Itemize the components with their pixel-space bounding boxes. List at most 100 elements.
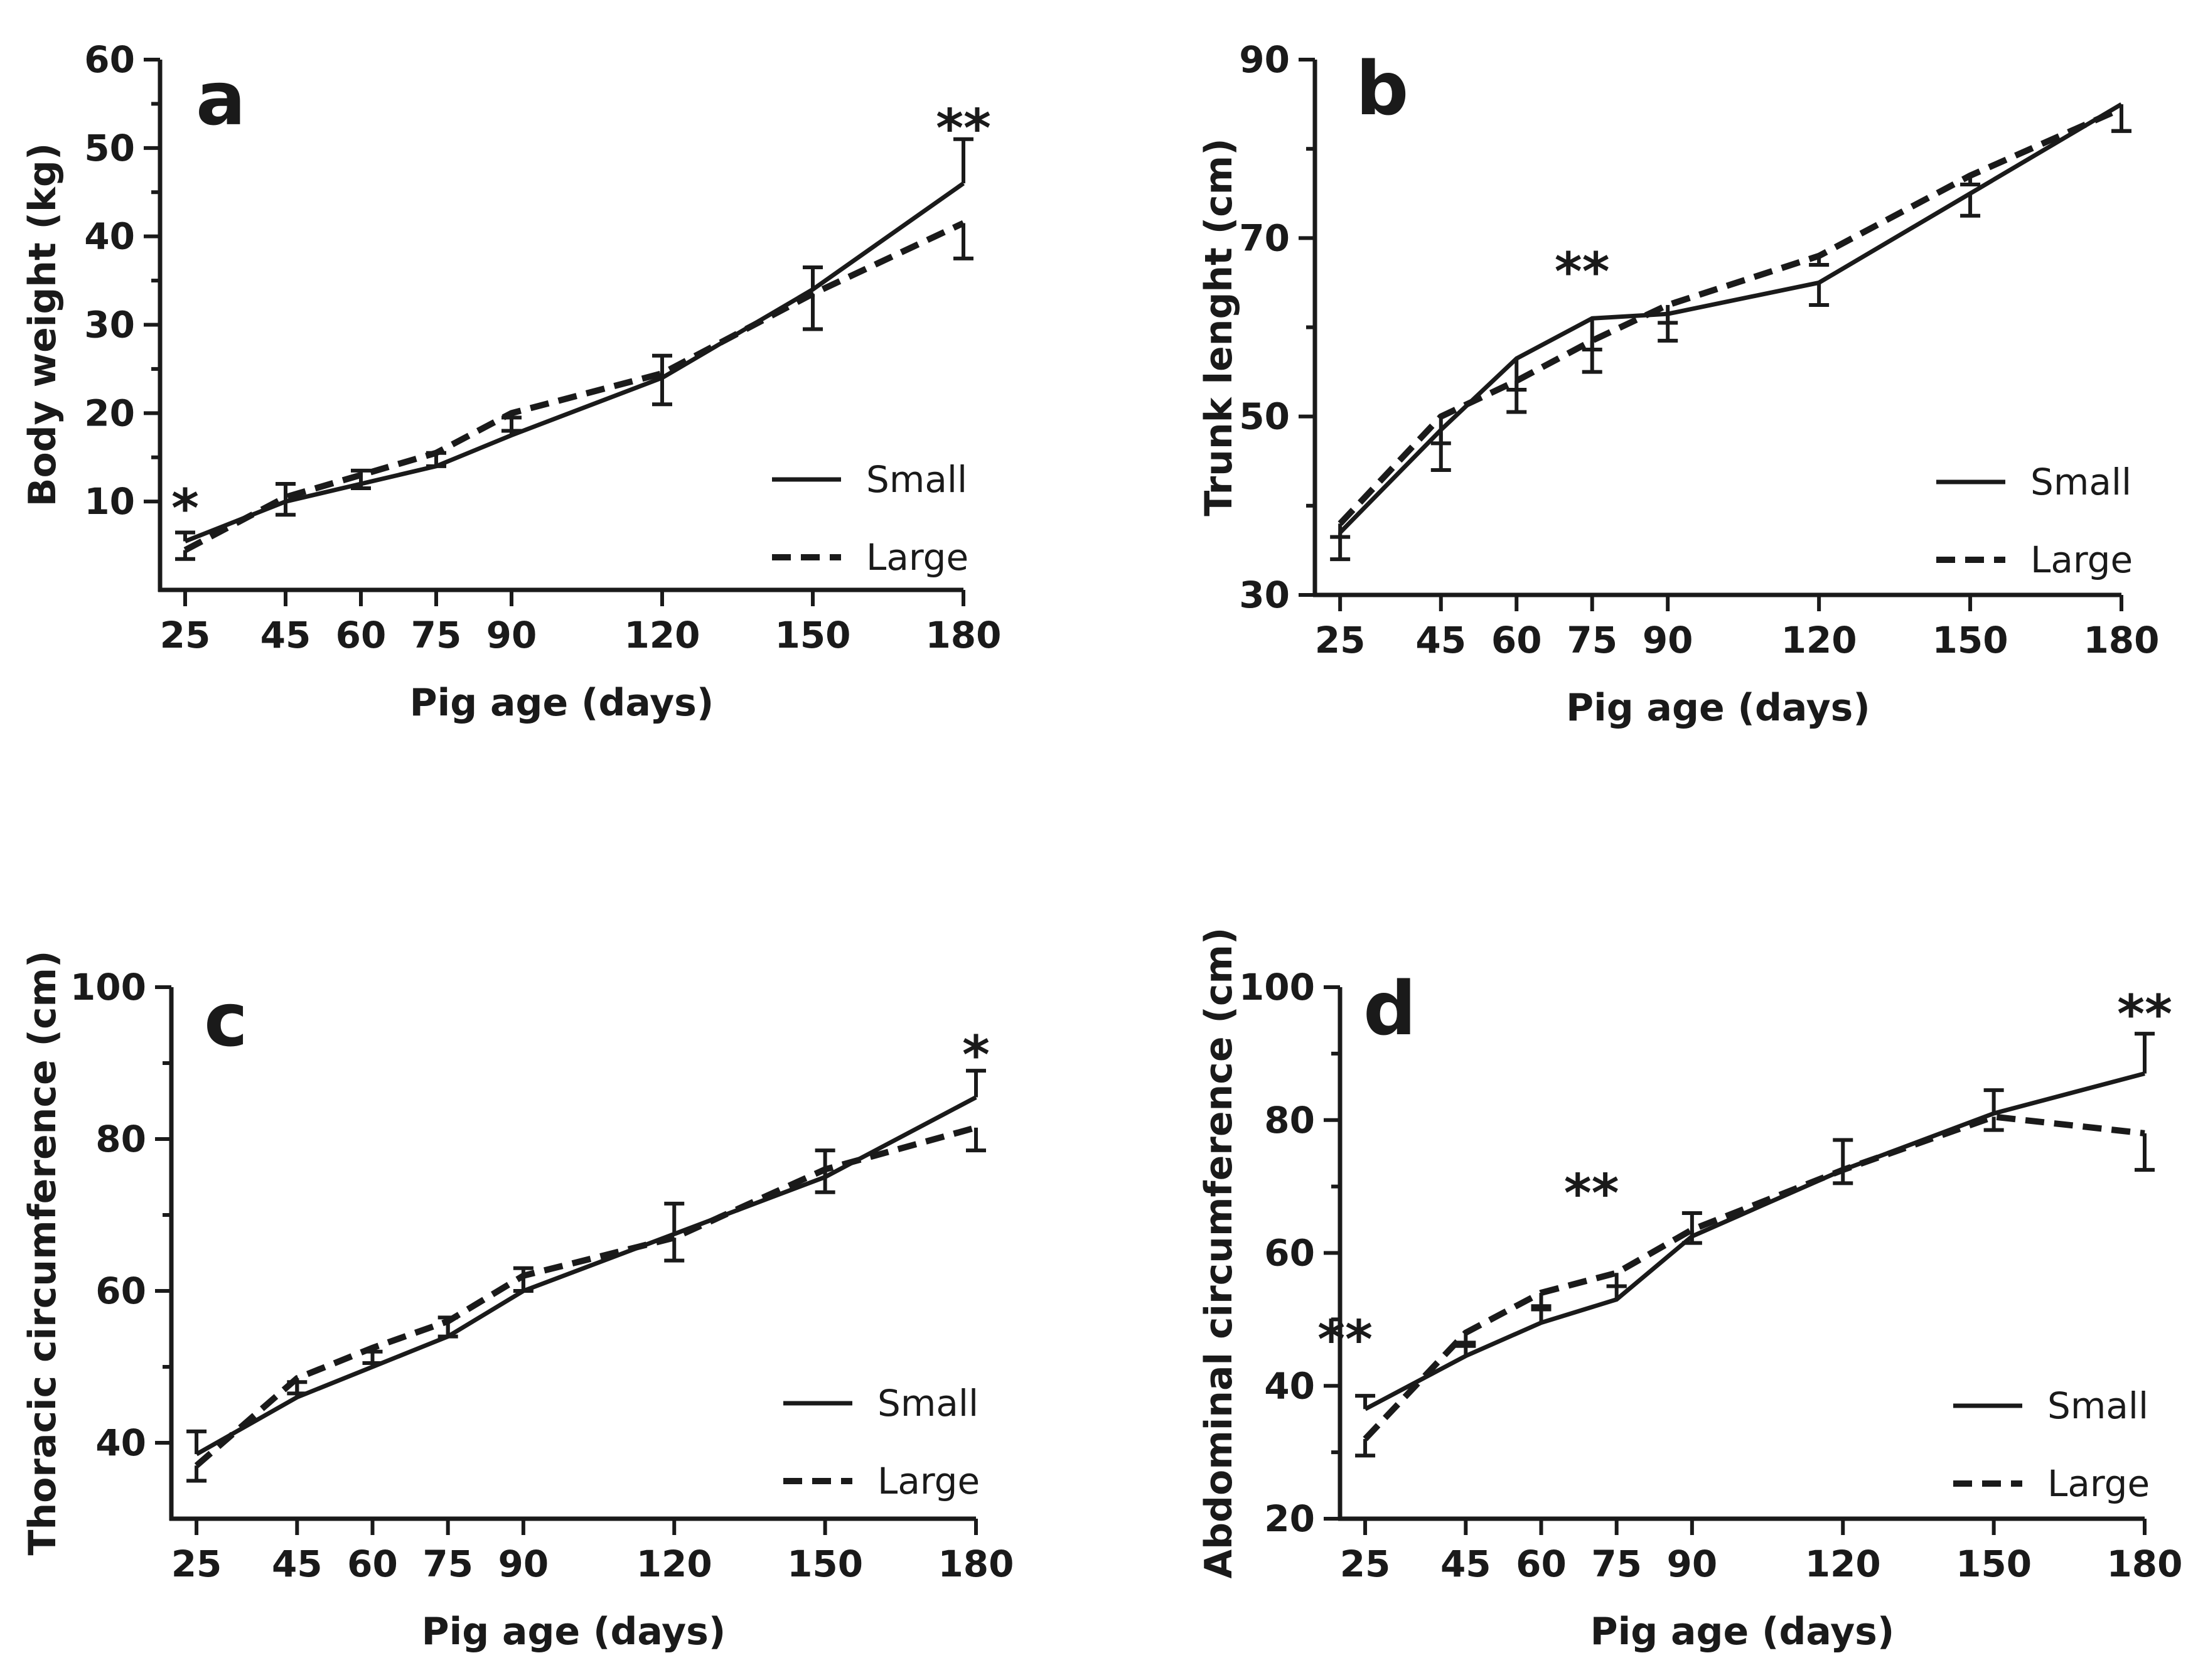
legend-label-large: Large [866,536,968,579]
series-line-small [195,1095,977,1457]
error-bar-large [426,452,446,468]
series-line-large [1363,1113,2145,1442]
y-tick-label: 30 [1239,574,1290,616]
x-tick-label: 180 [2106,1543,2182,1585]
error-bar-small [966,1069,986,1098]
y-tick-label: 10 [84,480,135,523]
legend-label-large: Large [2030,538,2133,581]
error-bar-large [501,413,522,433]
x-axis-label: Pig age (days) [1590,1610,1895,1654]
panel-letter: a [196,55,246,142]
legend-label-small: Small [866,458,967,501]
panel-letter: c [204,976,248,1063]
significance-marker: ** [1317,1309,1373,1371]
panel-a: 25 45 60 75 90 120 150 180 10 20 30 40 50 60 Pig age (… [21,38,1002,725]
significance-marker: ** [936,98,991,159]
x-tick-label: 75 [1591,1543,1642,1585]
y-tick-label: 100 [70,966,146,1009]
error-bar-large [1809,255,1830,267]
error-bar-large [966,1127,986,1153]
x-tick-label: 45 [260,614,311,656]
x-tick-label: 45 [1440,1543,1491,1585]
series-line-small [1338,102,2123,534]
error-bar-large [2111,109,2131,133]
error-bar-large [1960,175,1981,187]
y-tick-label: 40 [95,1421,146,1464]
error-bar-large [1430,416,1451,446]
y-axis-label: Abdominal circumference (cm) [1197,928,1241,1579]
x-tick-label: 90 [498,1543,549,1585]
error-bar-large [652,373,672,407]
x-tick-label: 90 [1667,1543,1718,1585]
y-tick-label: 60 [1264,1232,1315,1275]
error-bar-large [1681,1229,1702,1245]
error-bar-small [664,1201,685,1234]
legend-label-large: Large [877,1460,980,1502]
series-line-large [1338,105,2123,526]
x-tick-label: 90 [486,614,537,656]
series-line-small [1364,1071,2145,1411]
significance-marker: ** [1555,241,1610,302]
y-tick-label: 90 [1239,38,1290,81]
error-bar-large [1983,1116,2004,1132]
panel-letter: b [1356,45,1408,132]
error-bar-large [186,1465,207,1483]
y-tick-label: 50 [1239,395,1290,438]
error-bar-large [1355,1438,1376,1458]
series-line-large [183,220,965,554]
significance-marker: ** [2117,983,2172,1045]
x-tick-label: 120 [636,1543,712,1585]
y-tick-label: 60 [84,38,135,81]
error-bar-large [1531,1293,1552,1308]
x-tick-label: 45 [1415,619,1466,661]
legend-label-small: Small [2030,461,2131,503]
x-axis-label: Pig age (days) [422,1610,726,1654]
error-bar-large [1506,380,1527,414]
significance-marker: * [962,1024,990,1086]
y-tick-label: 40 [84,215,135,258]
legend-label-small: Small [877,1382,978,1425]
x-tick-label: 25 [160,614,211,656]
error-bar-small [1960,193,1981,218]
y-tick-label: 40 [1264,1364,1315,1407]
x-tick-label: 120 [1805,1543,1881,1585]
y-tick-label: 100 [1239,966,1315,1009]
legend: Small Large [1953,1384,2150,1505]
x-tick-label: 180 [938,1543,1014,1585]
error-bar-small [803,265,823,290]
legend-label-large: Large [2047,1462,2150,1505]
x-tick-label: 60 [1491,619,1542,661]
panel-c: 25 45 60 75 90 120 150 180 40 60 80 100 Pig age (day… [21,951,1014,1654]
error-bar-large [1582,340,1602,374]
y-tick-label: 20 [1264,1497,1315,1540]
x-tick-label: 60 [336,614,387,656]
x-axis-label: Pig age (days) [1566,686,1870,730]
significance-marker: * [171,478,199,539]
error-bar-small [1355,1394,1376,1410]
x-tick-label: 120 [624,614,700,656]
legend: Small Large [772,458,968,579]
error-bar-small [186,1429,207,1455]
error-bar-large [815,1169,835,1194]
error-bar-large [1833,1170,1853,1185]
x-tick-label: 60 [347,1543,398,1585]
y-tick-label: 20 [84,392,135,434]
panel-b: 25 45 60 75 90 120 150 180 30 50 70 90 Pig age (days… [1197,38,2160,730]
x-tick-label: 75 [411,614,462,656]
x-tick-label: 180 [2083,619,2159,661]
y-tick-label: 80 [95,1118,146,1160]
y-tick-label: 80 [1264,1099,1315,1142]
error-bar-large [803,294,823,331]
x-tick-label: 25 [1340,1543,1391,1585]
error-bar-small [175,530,195,542]
error-bar-small [1809,282,1830,307]
y-axis-label: Trunk lenght (cm) [1197,138,1241,516]
x-tick-label: 45 [272,1543,323,1585]
x-tick-label: 25 [171,1543,222,1585]
error-bar-small [1833,1138,1853,1170]
error-bar-large [287,1378,308,1396]
error-bar-large [276,497,296,517]
significance-marker: ** [1564,1163,1619,1224]
error-bar-large [351,474,371,491]
